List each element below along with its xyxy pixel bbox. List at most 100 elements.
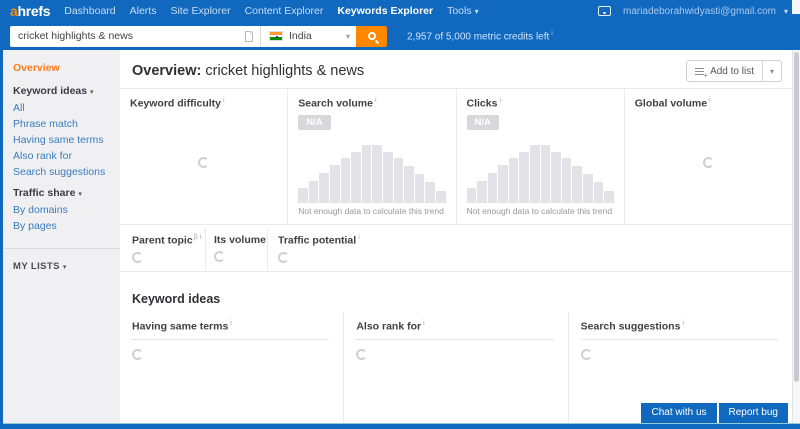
also-rank-for-title: Also rank for <box>356 320 422 333</box>
chat-with-us-button[interactable]: Chat with us <box>641 403 717 423</box>
card-clicks: Clicks i N/A Not enough data to calculate… <box>457 89 625 224</box>
nav-item-site-explorer[interactable]: Site Explorer <box>170 5 231 17</box>
clicks-title: Clicks <box>466 97 498 110</box>
search-suggestions-title: Search suggestions <box>580 320 681 333</box>
scrollbar-corner <box>792 0 800 14</box>
add-to-list-button[interactable]: Add to list ▾ <box>686 60 782 82</box>
my-lists-label: MY LISTS <box>13 261 60 272</box>
account-menu[interactable]: mariadeborahwidyasti@gmail.com ▾ <box>623 6 788 17</box>
card-global-volume: Global volume i <box>625 89 792 224</box>
nav-item-alerts[interactable]: Alerts <box>129 5 157 17</box>
info-icon[interactable]: i <box>358 234 360 241</box>
chevron-down-icon: ▾ <box>474 7 479 16</box>
sidebar-item-also-rank-for[interactable]: Also rank for <box>13 150 72 162</box>
india-flag-icon <box>269 31 283 41</box>
info-icon[interactable]: i <box>230 320 232 327</box>
loading-spinner <box>132 251 143 263</box>
credits-text: 2,957 of 5,000 metric credits left <box>407 31 550 43</box>
document-icon[interactable] <box>245 30 253 42</box>
histogram-bar <box>308 180 319 203</box>
sidebar-item-phrase-match[interactable]: Phrase match <box>13 118 78 130</box>
chevron-down-icon: ▾ <box>345 31 350 41</box>
logo-rest: hrefs <box>17 3 51 19</box>
main-area: Overview Keyword ideas ▾ All Phrase matc… <box>3 50 800 424</box>
search-volume-title: Search volume <box>298 97 373 110</box>
loading-spinner <box>580 348 592 360</box>
chevron-down-icon: ▾ <box>78 191 82 198</box>
info-icon[interactable]: i <box>709 97 711 104</box>
parent-topic-title: Parent topic <box>132 234 193 247</box>
ahrefs-logo[interactable]: ahrefs <box>10 3 51 19</box>
content-header: Overview: cricket highlights & news Add … <box>132 58 782 84</box>
sidebar-item-overview[interactable]: Overview <box>13 62 60 74</box>
loading-spinner <box>702 157 714 169</box>
info-icon[interactable]: i <box>499 97 501 104</box>
sidebar-item-search-suggestions[interactable]: Search suggestions <box>13 166 106 178</box>
nav-item-tools[interactable]: Tools ▾ <box>447 5 479 17</box>
page-title: Overview: cricket highlights & news <box>132 63 364 79</box>
ki-col-header: Also rank for i <box>356 320 554 340</box>
add-to-list-label: Add to list <box>710 65 754 77</box>
beta-badge: β <box>193 234 198 241</box>
content-area: Overview: cricket highlights & news Add … <box>120 50 800 423</box>
substat-traffic-potential: Traffic potential i <box>268 228 360 271</box>
search-button[interactable] <box>356 25 387 47</box>
histogram-bar <box>351 151 361 203</box>
trend-caption: Not enough data to calculate this trend <box>466 206 613 216</box>
info-icon[interactable]: i <box>199 234 202 241</box>
nav-item-dashboard[interactable]: Dashboard <box>64 5 116 17</box>
chevron-down-icon: ▾ <box>62 264 67 271</box>
info-icon[interactable]: i <box>223 97 225 104</box>
keyword-search-group: India ▾ <box>10 25 387 47</box>
scrollbar-thumb[interactable] <box>794 52 799 382</box>
histogram-bar <box>425 182 435 203</box>
logo-a: a <box>10 3 18 19</box>
country-label: India <box>289 30 312 42</box>
traffic-share-group-label: Traffic share <box>13 187 76 199</box>
na-badge: N/A <box>466 114 499 130</box>
ki-col-also-rank-for: Also rank for i <box>344 312 569 423</box>
search-volume-trend-histogram <box>298 136 446 203</box>
loading-spinner <box>214 251 225 262</box>
keyword-search-input[interactable] <box>10 25 260 47</box>
histogram-bar <box>466 188 477 203</box>
sidebar-item-all[interactable]: All <box>13 102 25 114</box>
histogram-bar <box>551 151 561 203</box>
top-navigation: ahrefs Dashboard Alerts Site Explorer Co… <box>0 0 800 22</box>
nav-item-content-explorer[interactable]: Content Explorer <box>244 5 324 17</box>
histogram-bar <box>298 188 308 203</box>
histogram-bar <box>530 144 540 203</box>
substats-row: Parent topicβ i Its volume Traffic potent… <box>120 228 792 272</box>
substat-parent-topic: Parent topicβ i <box>120 228 206 271</box>
histogram-bar <box>477 180 487 203</box>
info-icon[interactable]: i <box>551 29 553 37</box>
tools-label: Tools <box>447 5 472 17</box>
monitor-icon[interactable] <box>597 6 611 16</box>
info-icon[interactable]: i <box>682 320 684 327</box>
topnav-right: mariadeborahwidyasti@gmail.com ▾ <box>597 6 788 17</box>
clicks-trend-histogram <box>466 136 614 203</box>
sidebar-item-by-domains[interactable]: By domains <box>13 204 68 216</box>
sidebar-my-lists[interactable]: MY LISTS ▾ <box>13 261 110 272</box>
vertical-scrollbar[interactable] <box>792 50 800 423</box>
keyword-ideas-group-label: Keyword ideas <box>13 85 88 97</box>
substat-its-volume: Its volume <box>206 228 268 271</box>
country-select[interactable]: India ▾ <box>260 25 356 47</box>
info-icon[interactable]: i <box>374 97 377 104</box>
sidebar-item-by-pages[interactable]: By pages <box>13 220 57 232</box>
histogram-bar <box>508 157 519 203</box>
footer-buttons: Chat with us Report bug <box>641 403 788 423</box>
ki-col-header: Search suggestions i <box>580 320 778 340</box>
histogram-bar <box>414 173 425 203</box>
report-bug-button[interactable]: Report bug <box>718 403 788 423</box>
nav-item-keywords-explorer[interactable]: Keywords Explorer <box>337 5 434 17</box>
info-icon[interactable]: i <box>423 320 425 327</box>
keyword-ideas-columns: Having same terms i Also rank for i Search… <box>120 312 792 423</box>
histogram-bar <box>583 173 593 203</box>
sidebar-item-having-same-terms[interactable]: Having same terms <box>13 134 104 146</box>
ki-col-having-same-terms: Having same terms i <box>120 312 345 423</box>
histogram-bar <box>487 172 498 203</box>
sidebar-group-traffic-share[interactable]: Traffic share ▾ <box>13 187 110 199</box>
sidebar-group-keyword-ideas[interactable]: Keyword ideas ▾ <box>13 85 110 97</box>
add-to-list-caret[interactable]: ▾ <box>761 61 781 81</box>
